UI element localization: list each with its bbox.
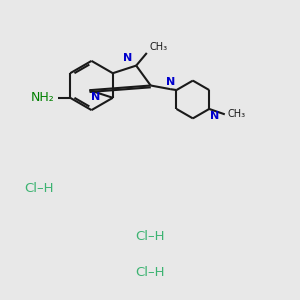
- Text: N: N: [123, 53, 133, 63]
- Text: Cl–H: Cl–H: [135, 266, 165, 280]
- Text: N: N: [166, 77, 175, 87]
- Text: CH₃: CH₃: [227, 109, 245, 119]
- Text: CH₃: CH₃: [149, 42, 167, 52]
- Text: Cl–H: Cl–H: [24, 182, 54, 196]
- Text: NH₂: NH₂: [31, 91, 55, 104]
- Text: N: N: [210, 111, 220, 121]
- Text: N: N: [91, 92, 101, 102]
- Text: Cl–H: Cl–H: [135, 230, 165, 244]
